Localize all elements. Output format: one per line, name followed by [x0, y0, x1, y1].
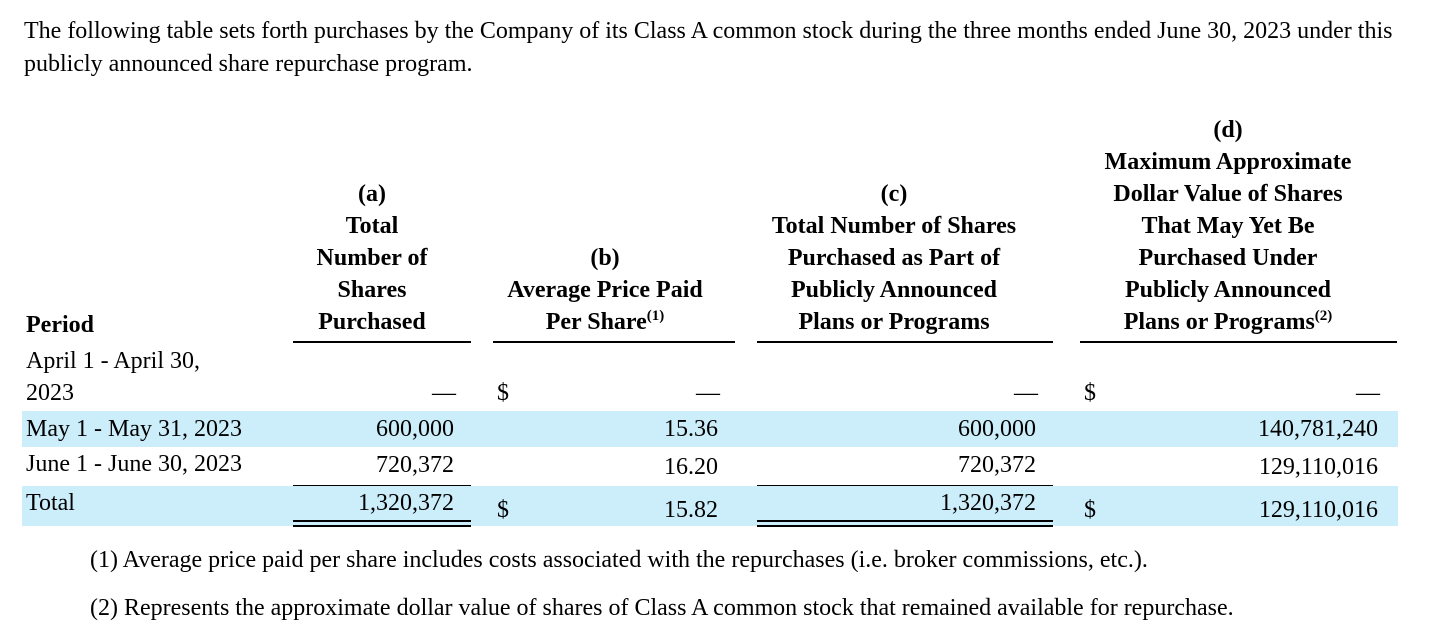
cell-may-c: 600,000 [958, 416, 1036, 442]
header-a-line1: (a) [358, 181, 386, 207]
period-cell-may: May 1 - May 31, 2023 [26, 416, 242, 442]
header-rule-d [1080, 341, 1397, 343]
header-rule-a [293, 341, 471, 343]
header-col-c: (c) Total Number of Shares Purchased as … [744, 178, 1044, 338]
cell-april-a: — [432, 380, 456, 406]
header-b-line3: Per Share(1) [490, 306, 720, 338]
header-c-line4: Publicly Announced [790, 277, 998, 303]
header-d-line5: Purchased Under [1138, 245, 1318, 271]
header-a-line3: Number of [316, 245, 428, 271]
cell-june-c: 720,372 [958, 452, 1036, 478]
footnote-ref-2: (2) [1314, 308, 1333, 324]
header-d-line1: (d) [1213, 117, 1243, 143]
header-d-line3: Dollar Value of Shares [1113, 181, 1343, 207]
period-cell-april-line1: April 1 - April 30, [26, 348, 200, 374]
period-cell-june: June 1 - June 30, 2023 [26, 451, 242, 477]
cell-total-b: 15.82 [664, 497, 718, 523]
header-a-line2: Total [345, 213, 399, 239]
cell-total-c: 1,320,372 [940, 490, 1036, 516]
footnote-2: (2) Represents the approximate dollar va… [90, 595, 1234, 621]
header-d-line4: That May Yet Be [1141, 213, 1315, 239]
cell-total-a: 1,320,372 [358, 490, 454, 516]
header-period: Period [26, 312, 94, 338]
header-c-line2: Total Number of Shares [771, 213, 1017, 239]
header-c-line5: Plans or Programs [798, 309, 990, 335]
footnote-ref-1: (1) [646, 308, 665, 324]
cell-april-b: — [696, 380, 720, 406]
header-d-line6: Publicly Announced [1124, 277, 1332, 303]
cell-total-d-dollar: $ [1084, 497, 1096, 523]
cell-april-b-dollar: $ [497, 380, 509, 406]
header-rule-b [493, 341, 735, 343]
header-d-line7-text: Plans or Programs [1123, 309, 1315, 335]
header-b-line2: Average Price Paid [507, 277, 703, 303]
period-cell-april-line2: 2023 [26, 380, 74, 406]
cell-june-b: 16.20 [664, 454, 718, 480]
total-double-rule-c-top [757, 520, 1053, 522]
header-b-line1: (b) [590, 245, 620, 271]
header-d-line2: Maximum Approximate [1104, 149, 1352, 175]
total-double-rule-a-bottom [293, 525, 471, 527]
period-cell-total: Total [26, 490, 75, 516]
total-double-rule-c-bottom [757, 525, 1053, 527]
cell-april-d: — [1356, 380, 1380, 406]
cell-total-d: 129,110,016 [1258, 497, 1378, 523]
cell-may-d: 140,781,240 [1258, 416, 1378, 442]
header-rule-c [757, 341, 1053, 343]
total-rule-c [757, 485, 1053, 486]
header-b-line3-text: Per Share [545, 309, 647, 335]
header-a-line4: Shares [337, 277, 407, 303]
cell-june-d: 129,110,016 [1258, 454, 1378, 480]
header-col-b: (b) Average Price Paid Per Share(1) [490, 242, 720, 338]
cell-may-b: 15.36 [664, 416, 718, 442]
intro-paragraph: The following table sets forth purchases… [24, 18, 1393, 77]
row-band-total [22, 486, 1398, 526]
total-double-rule-a-top [293, 520, 471, 522]
footnote-1: (1) Average price paid per share include… [90, 547, 1148, 573]
cell-june-a: 720,372 [376, 452, 454, 478]
header-a-line5: Purchased [318, 309, 426, 335]
total-rule-a [293, 485, 471, 486]
cell-may-a: 600,000 [376, 416, 454, 442]
header-c-line3: Purchased as Part of [787, 245, 1001, 271]
header-col-d: (d) Maximum Approximate Dollar Value of … [1078, 114, 1378, 338]
row-band-may [22, 411, 1398, 447]
cell-total-b-dollar: $ [497, 497, 509, 523]
header-d-line7: Plans or Programs(2) [1078, 306, 1378, 338]
header-col-a: (a) Total Number of Shares Purchased [290, 178, 454, 338]
cell-april-d-dollar: $ [1084, 380, 1096, 406]
cell-april-c: — [1014, 380, 1038, 406]
header-c-line1: (c) [880, 181, 908, 207]
